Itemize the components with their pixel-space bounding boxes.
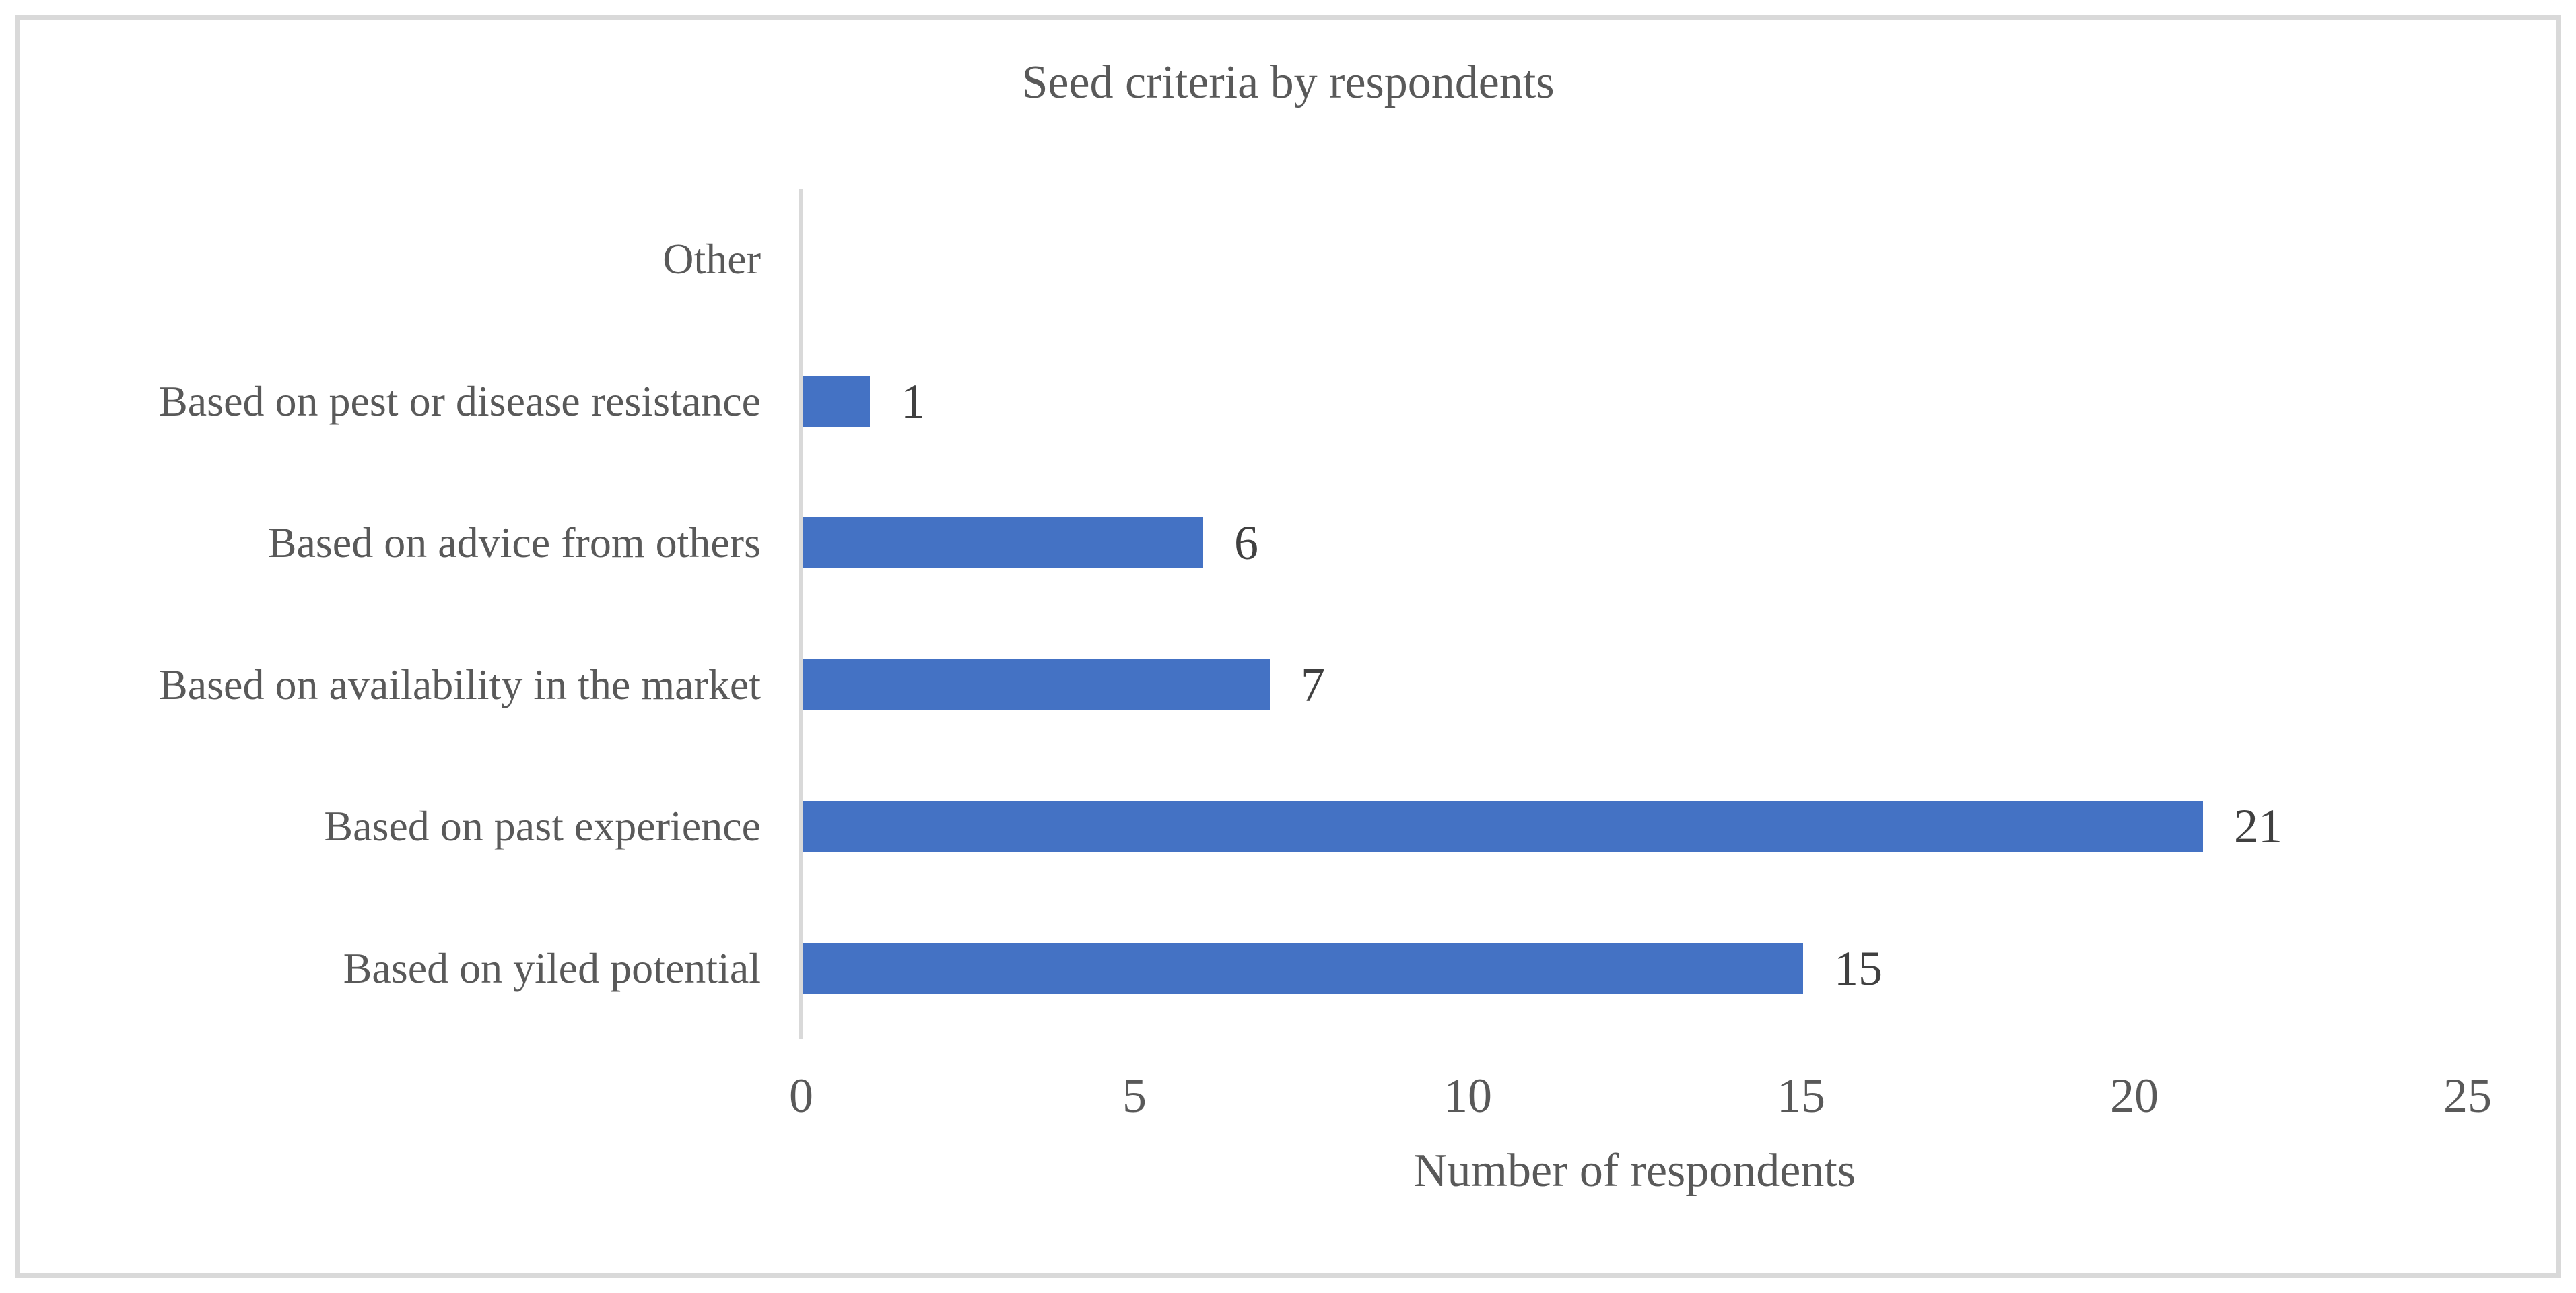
value-label: 7 (1301, 657, 1325, 712)
category-label: Based on past experience (324, 802, 761, 851)
x-axis-title: Number of respondents (1413, 1145, 1856, 1197)
x-tick-label: 20 (2110, 1069, 2159, 1123)
bar (803, 375, 870, 427)
x-tick-label: 0 (789, 1069, 813, 1123)
x-tick-label: 10 (1444, 1069, 1492, 1123)
bar (803, 801, 2203, 853)
chart-title: Seed criteria by respondents (1021, 57, 1555, 108)
category-label: Other (663, 235, 761, 284)
bar (803, 659, 1270, 710)
x-tick-label: 15 (1777, 1069, 1825, 1123)
value-label: 6 (1234, 516, 1258, 570)
value-label: 15 (1834, 941, 1883, 995)
category-label: Based on advice from others (267, 519, 761, 567)
category-label: Based on yiled potential (343, 943, 761, 992)
bar (803, 517, 1203, 569)
y-axis-line (799, 189, 803, 1039)
x-tick-label: 25 (2443, 1069, 2492, 1123)
x-tick-label: 5 (1122, 1069, 1147, 1123)
bar (803, 942, 1803, 994)
value-label: 21 (2234, 799, 2282, 854)
category-label: Based on availability in the market (159, 660, 761, 708)
chart-border (15, 15, 2561, 1278)
category-label: Based on pest or disease resistance (159, 376, 761, 425)
value-label: 1 (901, 374, 925, 428)
